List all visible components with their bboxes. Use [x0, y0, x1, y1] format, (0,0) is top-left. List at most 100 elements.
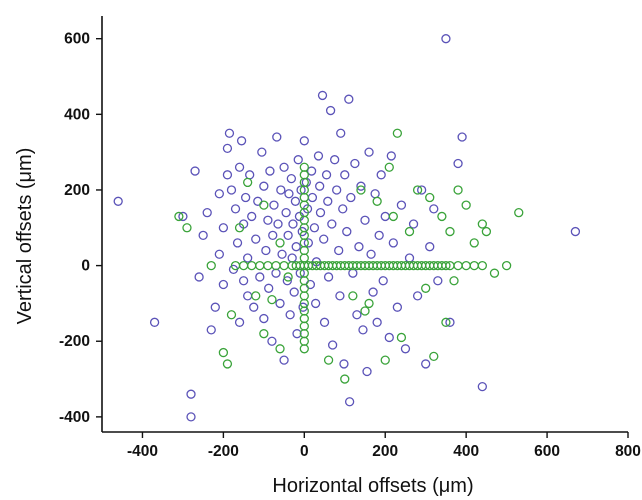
data-point	[232, 238, 243, 248]
y-ticks: 600 400 200 0 -200 -400	[59, 31, 102, 426]
data-point	[272, 132, 282, 142]
data-point	[457, 132, 467, 142]
data-point	[330, 155, 340, 165]
data-point	[296, 185, 306, 195]
data-point	[445, 317, 455, 327]
data-point	[408, 219, 419, 229]
data-point	[313, 151, 324, 161]
data-point	[282, 276, 292, 286]
data-point	[461, 260, 471, 271]
data-point	[299, 136, 309, 146]
data-point	[404, 253, 415, 263]
data-point	[240, 192, 251, 203]
data-point	[299, 170, 309, 180]
data-point	[285, 310, 295, 320]
data-point	[299, 192, 309, 203]
data-point	[298, 302, 308, 312]
data-point	[335, 291, 345, 301]
data-point	[275, 298, 285, 309]
data-point	[380, 355, 390, 365]
data-point	[174, 211, 184, 222]
data-point	[290, 196, 301, 206]
data-point	[243, 253, 253, 263]
data-point	[346, 192, 356, 203]
y-tick-label: 400	[64, 106, 90, 123]
x-tick-label: 800	[615, 443, 641, 460]
data-point	[293, 155, 303, 165]
data-point	[437, 211, 447, 222]
data-point	[284, 189, 294, 199]
data-point	[370, 189, 380, 199]
data-point	[334, 245, 344, 256]
data-point	[481, 226, 492, 237]
data-point	[376, 170, 386, 180]
data-point	[425, 242, 435, 252]
data-point	[178, 211, 188, 222]
data-point	[259, 181, 269, 191]
data-point	[234, 223, 245, 233]
data-point	[113, 196, 123, 206]
data-point	[279, 260, 289, 271]
data-point	[388, 238, 398, 248]
data-point	[453, 158, 463, 169]
data-point	[306, 166, 317, 176]
data-point	[386, 151, 396, 161]
data-point	[283, 272, 293, 282]
data-point	[429, 351, 439, 362]
data-point	[286, 173, 297, 184]
data-point	[396, 200, 407, 210]
data-point	[340, 374, 350, 384]
data-point	[416, 185, 427, 195]
data-point	[327, 340, 338, 350]
data-point	[477, 219, 487, 229]
data-point	[299, 253, 309, 263]
data-point	[182, 223, 192, 233]
data-point	[421, 283, 431, 293]
y-tick-label: 0	[81, 258, 90, 275]
data-point	[287, 253, 297, 263]
data-point	[275, 344, 285, 354]
data-point	[238, 276, 249, 286]
data-point	[226, 185, 237, 195]
x-tick-label: 0	[300, 443, 309, 460]
data-point	[234, 162, 245, 172]
data-point	[279, 355, 289, 365]
data-point	[366, 249, 376, 259]
y-tick-label: -400	[59, 409, 90, 426]
data-point	[299, 321, 309, 331]
data-point	[289, 287, 299, 297]
data-point	[309, 223, 320, 233]
x-tick-label: -400	[127, 443, 158, 460]
data-point	[259, 313, 269, 324]
data-point	[283, 230, 293, 240]
data-point	[453, 260, 463, 271]
data-point	[340, 170, 350, 180]
data-point	[257, 147, 267, 157]
data-point	[388, 211, 398, 222]
x-tick-label: 200	[372, 443, 398, 460]
data-point	[249, 302, 259, 312]
data-point	[299, 344, 309, 354]
data-point	[356, 181, 366, 191]
data-point	[348, 291, 358, 301]
y-axis-title: Vertical offsets (μm)	[14, 148, 36, 325]
data-point	[317, 90, 328, 101]
data-point	[247, 260, 257, 271]
data-point	[392, 302, 403, 312]
data-point	[425, 192, 435, 203]
data-point	[230, 204, 241, 214]
data-point	[344, 397, 355, 407]
data-point	[358, 325, 368, 335]
y-tick-label: 200	[64, 182, 90, 199]
data-point	[323, 196, 333, 206]
data-point	[362, 366, 372, 377]
data-point	[269, 200, 279, 210]
data-point	[299, 336, 309, 346]
data-point	[501, 260, 512, 271]
data-point	[299, 291, 309, 301]
data-point	[449, 276, 459, 286]
data-point	[236, 136, 247, 146]
data-point	[352, 310, 362, 320]
data-point	[218, 223, 229, 233]
